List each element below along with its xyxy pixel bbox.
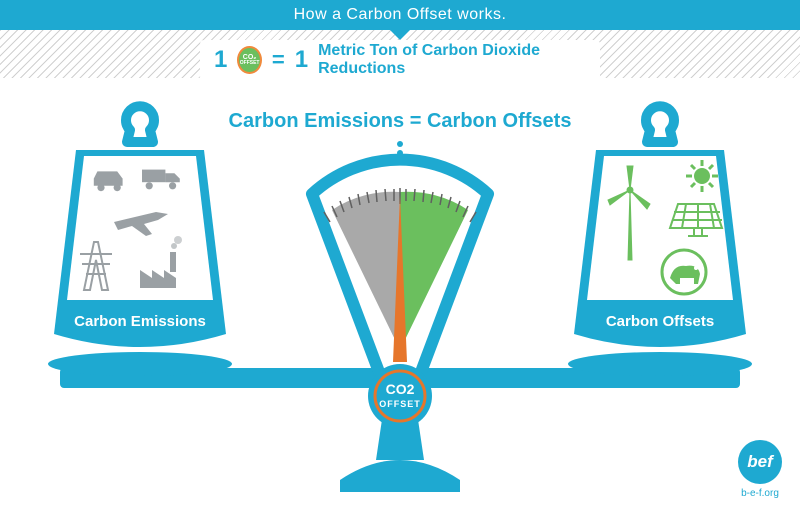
balance-scale: Carbon Emissions — [0, 100, 800, 500]
def-right-text: Metric Ton of Carbon Dioxide Reductions — [318, 42, 586, 78]
right-plate-icon — [568, 352, 752, 376]
right-weight-label: Carbon Offsets — [606, 313, 714, 330]
gauge-badge-line1: CO2 — [386, 381, 415, 397]
brand-url: b-e-f.org — [738, 488, 782, 499]
badge-line2: OFFSET — [240, 61, 260, 66]
right-weight: Carbon Offsets — [574, 106, 746, 347]
speech-pointer-icon — [390, 30, 410, 40]
scale-base-icon — [340, 460, 460, 492]
definition-row: 1 CO₂ OFFSET = 1 Metric Ton of Carbon Di… — [200, 40, 600, 80]
def-equals: = — [272, 47, 285, 73]
left-weight: Carbon Emissions — [54, 106, 226, 347]
header-banner: How a Carbon Offset works. — [0, 0, 800, 30]
left-weight-label: Carbon Emissions — [74, 313, 206, 330]
header-title: How a Carbon Offset works. — [294, 6, 507, 23]
hatch-band: 1 CO₂ OFFSET = 1 Metric Ton of Carbon Di… — [0, 30, 800, 78]
co2-offset-badge-icon: CO₂ OFFSET — [237, 46, 262, 74]
brand-name: bef — [747, 452, 773, 472]
def-left-qty: 1 — [214, 46, 227, 74]
brand-logo: bef b-e-f.org — [738, 440, 782, 499]
brand-logo-icon: bef — [738, 440, 782, 484]
left-plate-icon — [48, 352, 232, 376]
gauge-badge-line2: OFFSET — [379, 399, 421, 409]
def-right-qty: 1 — [295, 46, 308, 74]
